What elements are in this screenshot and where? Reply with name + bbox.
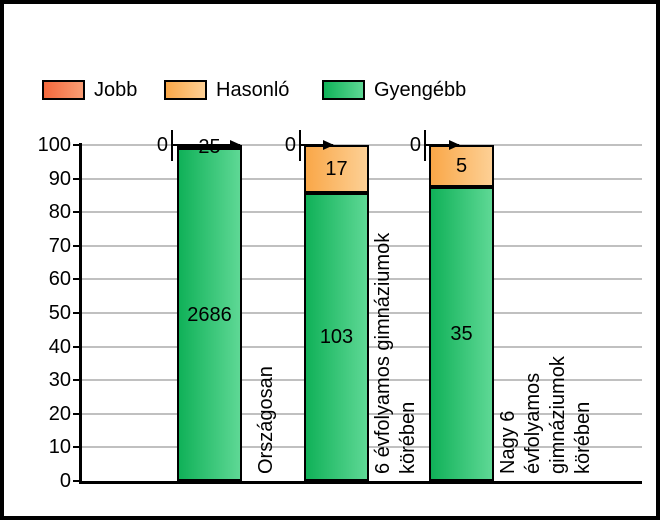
- bar-segment-gyengebb: [177, 148, 242, 481]
- category-label: 6 évfolyamos gimnáziumok körében: [372, 232, 419, 474]
- y-axis-label: 0: [59, 470, 71, 492]
- legend-label-gyengebb: Gyengébb: [374, 78, 467, 101]
- y-axis-label: 40: [48, 335, 71, 358]
- bar-value-hasonlo: 5: [455, 155, 468, 177]
- bar-segment-gyengebb: [429, 187, 494, 481]
- arrow-icon: [230, 140, 241, 150]
- y-axis-tick: [73, 379, 81, 382]
- bar-segment-hasonlo: [429, 145, 494, 187]
- y-axis-tick: [73, 244, 81, 247]
- y-axis-tick: [73, 480, 81, 482]
- legend-item-gyengebb: Gyengébb: [322, 78, 466, 102]
- legend-label-hasonlo: Hasonló: [216, 78, 290, 101]
- y-axis-label: 60: [48, 268, 71, 291]
- legend-item-jobb: Jobb: [42, 78, 137, 102]
- bar-value-gyengebb: 35: [450, 323, 473, 345]
- arrow-icon: [323, 140, 334, 150]
- y-axis-label: 30: [48, 369, 71, 392]
- legend-label-jobb: Jobb: [94, 78, 138, 101]
- legend-swatch-hasonlo: [164, 80, 207, 100]
- zero-annotation-arrow: [424, 144, 459, 146]
- y-axis-label: 10: [48, 436, 71, 459]
- bar-value-jobb: 0: [156, 134, 168, 156]
- bar-value-hasonlo: 17: [325, 157, 348, 180]
- bar-segment-gyengebb: [304, 192, 369, 481]
- legend-swatch-gyengebb: [322, 80, 365, 100]
- bar-value-gyengebb: 103: [319, 325, 354, 348]
- arrow-icon: [449, 140, 460, 150]
- x-axis: [79, 481, 642, 484]
- y-axis-label: 70: [48, 234, 71, 257]
- y-axis-label: 90: [48, 167, 71, 190]
- y-axis-tick: [73, 278, 81, 281]
- legend-swatch-jobb: [42, 80, 85, 100]
- category-label: Nagy 6 évfolyamos gimnáziumok körében: [497, 356, 594, 474]
- y-axis-tick: [73, 345, 81, 348]
- y-axis-tick: [73, 412, 81, 415]
- y-axis-tick: [73, 211, 81, 214]
- y-axis-tick: [73, 446, 81, 449]
- y-axis-label: 80: [48, 201, 71, 224]
- y-axis-label: 20: [48, 402, 71, 425]
- zero-annotation-arrow: [299, 144, 333, 146]
- y-axis-tick: [73, 312, 81, 314]
- zero-annotation-arrow: [171, 144, 240, 146]
- y-axis-label: 100: [37, 134, 71, 156]
- bar-segment-hasonlo: [304, 145, 369, 193]
- category-label: Országosan: [255, 366, 277, 474]
- y-axis-tick: [73, 144, 81, 146]
- y-axis-tick: [73, 177, 81, 180]
- bar-segment-hasonlo: [177, 145, 242, 149]
- bar-value-jobb: 0: [284, 134, 296, 156]
- bar-value-hasonlo: 25: [198, 135, 221, 158]
- y-axis: [79, 143, 82, 483]
- y-axis-label: 50: [48, 302, 71, 324]
- bar-value-jobb: 0: [409, 134, 421, 156]
- legend-item-hasonlo: Hasonló: [164, 78, 289, 102]
- bar-value-gyengebb: 2686: [187, 303, 232, 326]
